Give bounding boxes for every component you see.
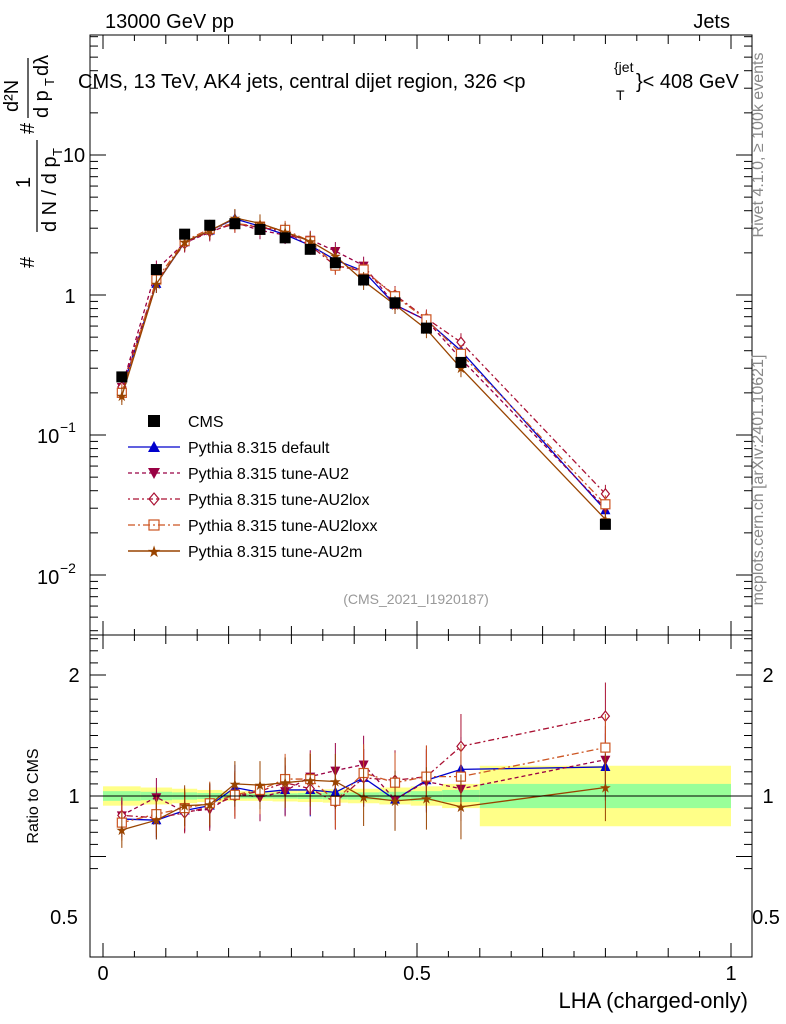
ratio-point-au2m-9: ★ — [357, 789, 370, 805]
main-series-group: ★★★★★★★★★★★★★★ — [116, 208, 612, 530]
ratio-point-au2m-1: ★ — [150, 812, 163, 828]
ratio-point-au2m-3: ★ — [203, 796, 216, 812]
ratio-point-au2m-6: ★ — [279, 775, 292, 791]
ylabel-t-1: T — [50, 148, 65, 156]
ratio-ytick-label-05: 0.5 — [50, 907, 78, 929]
plot-title-main: CMS, 13 TeV, AK4 jets, central dijet reg… — [78, 71, 526, 93]
legend-entry-au2: Pythia 8.315 tune-AU2 — [188, 466, 349, 483]
cms-point-6 — [279, 232, 291, 244]
ytick-label-1: 1 — [64, 286, 75, 308]
x-axis-label: LHA (charged-only) — [558, 988, 748, 1013]
plot-title-end: }< 408 GeV — [636, 71, 740, 93]
cms-point-9 — [358, 274, 370, 286]
ratio-point-au2m-7: ★ — [304, 772, 317, 788]
axis-ticks — [90, 35, 752, 957]
cms-point-13 — [599, 518, 611, 530]
ytick-label-1e-2: 10 — [37, 567, 59, 589]
cms-point-5 — [254, 223, 266, 235]
main-line-au2 — [121, 221, 606, 509]
ratio-ytick-label-05-right: 0.5 — [752, 907, 780, 929]
ratio-point-au2m-12: ★ — [455, 799, 468, 815]
legend-entry-default: Pythia 8.315 default — [188, 440, 330, 457]
ratio-ytick-label-2: 2 — [68, 665, 79, 687]
ylabel-hash-1: # — [17, 256, 39, 268]
cms-point-4 — [229, 218, 241, 230]
ylabel-hash-2: # — [17, 122, 39, 134]
ratio-line-au2 — [121, 759, 606, 816]
ratio-series-group: ★ ★ ★ ★ ★ ★ ★ ★ ★ ★ ★ ★ ★ ★ — [116, 682, 612, 848]
legend-marker-au2m: ★ — [147, 544, 161, 561]
cms-point-12 — [455, 356, 467, 368]
analysis-watermark: (CMS_2021_I1920187) — [343, 591, 489, 607]
ratio-y-axis-label: Ratio to CMS — [25, 748, 42, 843]
cms-point-10 — [389, 297, 401, 309]
process-label: Jets — [693, 11, 730, 33]
legend-marker-default — [148, 441, 160, 452]
main-point-au2m-1: ★ — [150, 276, 163, 292]
ylabel-d2n: d²N — [1, 80, 23, 112]
ratio-tick-labels: 2 1 0.5 2 1 0.5 0 0.5 1 — [50, 665, 780, 985]
ratio-point-au2m-4: ★ — [229, 776, 242, 792]
cms-point-0 — [116, 371, 128, 383]
ratio-point-au2m-8: ★ — [329, 773, 342, 789]
cms-point-7 — [304, 243, 316, 255]
main-y-tick-labels: 10 −2 10 −1 1 10 — [37, 145, 85, 589]
xtick-label-05: 0.5 — [403, 963, 431, 985]
plot-title-sub: T — [616, 87, 625, 103]
main-y-axis-label: # 1 d N / d p T # d²N d p T dλ — [1, 55, 65, 268]
ratio-point-au2m-2: ★ — [178, 798, 191, 814]
ytick-label-10: 10 — [63, 145, 85, 167]
ratio-ytick-label-1: 1 — [68, 786, 79, 808]
legend-entry-au2lox: Pythia 8.315 tune-AU2lox — [188, 492, 369, 509]
main-point-au2m-0: ★ — [116, 388, 129, 404]
main-point-au2loxx-13 — [600, 499, 611, 510]
beam-label: 13000 GeV pp — [105, 11, 234, 33]
ratio-point-au2m-0: ★ — [116, 822, 129, 838]
ratio-line-au2lox — [121, 715, 606, 819]
ratio-point-au2m-11: ★ — [420, 790, 433, 806]
cms-point-1 — [150, 264, 162, 276]
ratio-point-au2loxx-13 — [600, 742, 611, 753]
mcplots-label: mcplots.cern.ch [arXiv:2401.10621] — [750, 355, 767, 606]
ratio-point-au2m-13: ★ — [599, 780, 612, 796]
legend-marker-cms — [148, 415, 160, 427]
ylabel-dlambda: dλ — [31, 55, 53, 76]
xtick-label-0: 0 — [97, 963, 108, 985]
cms-point-2 — [179, 228, 191, 240]
ytick-label-1e-1-exp: −1 — [60, 419, 76, 435]
ratio-ytick-label-2-right: 2 — [762, 665, 773, 687]
ytick-label-1e-2-exp: −2 — [60, 560, 76, 576]
legend-marker-au2loxx — [148, 519, 160, 531]
ylabel-dn-dpt: d N / d p — [39, 156, 61, 232]
ratio-point-au2m-5: ★ — [254, 777, 267, 793]
ylabel-t-2: T — [42, 78, 57, 86]
cms-point-11 — [420, 322, 432, 334]
cms-point-8 — [329, 257, 341, 269]
legend-marker-au2lox — [148, 492, 160, 506]
plot-title: CMS, 13 TeV, AK4 jets, central dijet reg… — [78, 59, 740, 103]
ytick-label-1e-1: 10 — [37, 426, 59, 448]
legend: CMS Pythia 8.315 default Pythia 8.315 tu… — [128, 414, 377, 561]
ratio-ytick-label-1-right: 1 — [762, 786, 773, 808]
legend-entry-au2m: Pythia 8.315 tune-AU2m — [188, 544, 362, 561]
ratio-line-au2m — [121, 779, 606, 831]
legend-entry-cms: CMS — [188, 414, 224, 431]
rivet-version-label: Rivet 4.1.0, ≥ 100k events — [750, 53, 767, 238]
ylabel-dpt-dl: d p — [31, 90, 53, 118]
cms-point-3 — [204, 219, 216, 231]
ylabel-one: 1 — [13, 177, 35, 188]
legend-marker-au2 — [148, 468, 160, 479]
ratio-point-au2m-10: ★ — [389, 793, 402, 809]
xtick-label-1: 1 — [725, 963, 736, 985]
plot-title-sup: {jet — [614, 59, 634, 75]
legend-entry-au2loxx: Pythia 8.315 tune-AU2loxx — [188, 518, 377, 535]
ratio-line-au2loxx — [121, 746, 606, 824]
